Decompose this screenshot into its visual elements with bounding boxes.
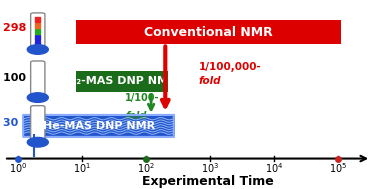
Text: fold: fold [125, 111, 147, 121]
Text: 298 K: 298 K [3, 23, 39, 33]
Text: $10^0$: $10^0$ [9, 162, 27, 175]
Text: 1/100-: 1/100- [125, 93, 160, 103]
Bar [35, 41, 40, 46]
Bar [35, 83, 40, 88]
Bar [35, 29, 40, 34]
FancyBboxPatch shape [31, 61, 45, 96]
Text: 100 K: 100 K [3, 73, 39, 83]
Bar [35, 110, 40, 115]
Text: $10^3$: $10^3$ [201, 162, 219, 175]
Text: 1/100,000-: 1/100,000- [198, 62, 261, 72]
FancyBboxPatch shape [76, 20, 341, 44]
Bar [35, 65, 40, 70]
Bar [35, 134, 40, 139]
Bar [35, 128, 40, 133]
Bar [35, 116, 40, 121]
Circle shape [27, 93, 48, 102]
Bar [35, 122, 40, 127]
Bar [35, 71, 40, 76]
Text: Conventional NMR: Conventional NMR [144, 26, 273, 39]
Circle shape [27, 45, 48, 54]
Text: $10^2$: $10^2$ [137, 162, 155, 175]
FancyBboxPatch shape [76, 71, 168, 91]
Text: N₂-MAS DNP NMR: N₂-MAS DNP NMR [67, 76, 177, 86]
Bar [35, 17, 40, 22]
Bar [35, 77, 40, 82]
FancyBboxPatch shape [23, 116, 175, 136]
FancyBboxPatch shape [31, 106, 45, 141]
Text: fold: fold [198, 76, 221, 86]
Bar [35, 89, 40, 94]
Bar [35, 35, 40, 40]
Text: $10^5$: $10^5$ [329, 162, 347, 175]
Text: 30 K: 30 K [3, 118, 31, 128]
Text: Experimental Time: Experimental Time [142, 175, 274, 188]
Text: $10^4$: $10^4$ [265, 162, 283, 175]
Bar [35, 23, 40, 28]
Text: He-MAS DNP NMR: He-MAS DNP NMR [43, 121, 155, 131]
FancyBboxPatch shape [31, 13, 45, 48]
Text: $10^1$: $10^1$ [73, 162, 91, 175]
Circle shape [27, 137, 48, 147]
